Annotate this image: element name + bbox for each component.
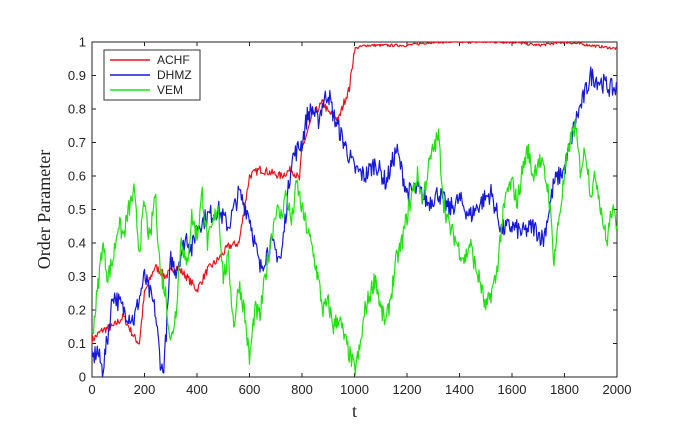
x-tick-label: 1800 <box>550 382 579 397</box>
y-tick-label: 0.1 <box>68 336 86 351</box>
x-tick-label: 0 <box>88 382 95 397</box>
y-tick-label: 0.9 <box>68 68 86 83</box>
x-tick-label: 2000 <box>603 382 632 397</box>
y-tick-label: 0.8 <box>68 102 86 117</box>
legend-label-dhmz: DHMZ <box>157 68 192 82</box>
y-tick-label: 0.5 <box>68 202 86 217</box>
y-tick-label: 0.2 <box>68 303 86 318</box>
y-tick-label: 1 <box>79 35 86 50</box>
x-tick-label: 1400 <box>445 382 474 397</box>
x-tick-label: 1200 <box>393 382 422 397</box>
x-tick-label: 1600 <box>498 382 527 397</box>
y-tick-label: 0.6 <box>68 169 86 184</box>
series-line-achf <box>91 41 618 345</box>
series-line-dhmz <box>91 66 618 378</box>
legend-label-achf: ACHF <box>157 53 190 67</box>
legend-label-vem: VEM <box>157 83 183 97</box>
series-lines <box>91 41 618 378</box>
y-axis-title: Order Parameter <box>34 150 54 269</box>
y-tick-label: 0.3 <box>68 269 86 284</box>
y-tick-label: 0 <box>79 370 86 385</box>
series-line-vem <box>91 118 618 376</box>
x-tick-label: 600 <box>239 382 261 397</box>
axis-ticks: 0 200 400 600 800 1000 1200 1400 1600 1800 2000 0 0.… <box>68 35 632 398</box>
y-tick-label: 0.7 <box>68 135 86 150</box>
x-tick-label: 200 <box>134 382 156 397</box>
y-tick-label: 0.4 <box>68 236 86 251</box>
x-tick-label: 800 <box>291 382 313 397</box>
x-tick-label: 1000 <box>340 382 369 397</box>
x-axis-title: t <box>352 401 357 421</box>
x-tick-label: 400 <box>186 382 208 397</box>
